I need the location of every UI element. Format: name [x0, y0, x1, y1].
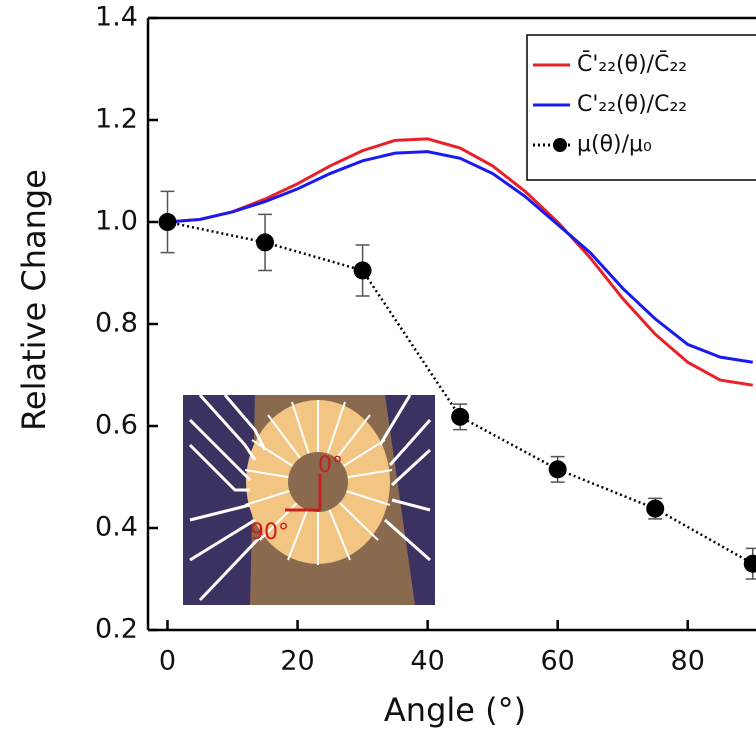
x-tick-label: 60: [540, 646, 574, 677]
point: [158, 213, 177, 231]
series-line: [167, 137, 753, 387]
x-tick-label: 80: [671, 646, 705, 677]
point: [353, 261, 372, 280]
y-tick-label: 1.0: [95, 206, 138, 237]
point: [646, 499, 665, 518]
legend-label: C'₂₂(θ)/C₂₂: [577, 92, 687, 117]
point: [256, 233, 275, 252]
point: [451, 407, 470, 426]
x-axis-label: Angle (°): [384, 691, 526, 729]
inset-label: 0°: [318, 453, 343, 478]
legend-marker: [553, 138, 567, 152]
legend-label: μ(θ)/μ₀: [577, 132, 652, 157]
x-tick-label: 40: [410, 646, 444, 677]
point: [743, 554, 756, 573]
legend-label: C̄'₂₂(θ)/C̄₂₂: [577, 51, 687, 77]
x-tick-label: 0: [159, 646, 176, 677]
legend: C̄'₂₂(θ)/C̄₂₂ C'₂₂(θ)/C₂₂ μ(θ)/μ₀: [526, 34, 756, 181]
y-tick-label: 0.2: [95, 614, 138, 645]
y-tick-label: 0.4: [95, 512, 138, 543]
inset-label: 90°: [250, 520, 289, 545]
y-tick-label: 1.2: [95, 104, 138, 135]
plot-area: [158, 137, 756, 580]
series-line: [167, 150, 753, 364]
y-axis-label: Relative Change: [15, 169, 53, 431]
x-tick-label: 20: [280, 646, 314, 677]
y-tick-label: 0.8: [95, 308, 138, 339]
y-tick-label: 0.6: [95, 410, 138, 441]
y-tick-label: 1.4: [95, 2, 138, 33]
inset-image: 0° 90°: [183, 393, 435, 605]
point: [548, 460, 567, 479]
